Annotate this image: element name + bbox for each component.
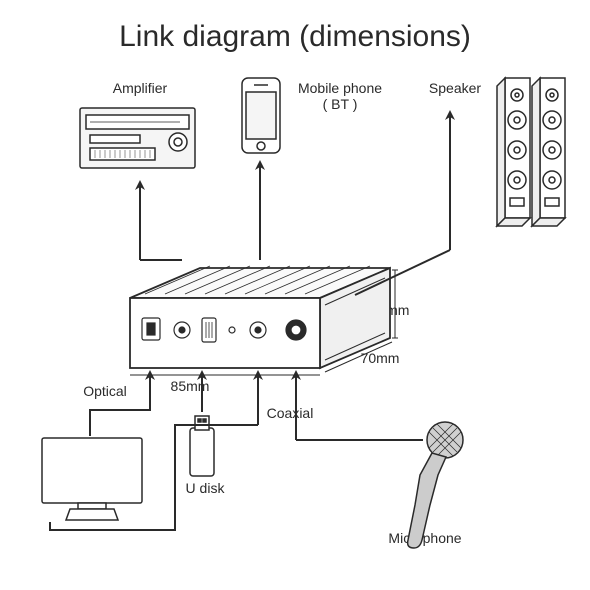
coaxial-label: Coaxial: [260, 405, 320, 421]
udisk-label: U disk: [175, 480, 235, 496]
amplifier-label: Amplifier: [100, 80, 180, 96]
usb-port-label: USB: [206, 345, 225, 355]
device-ports: [142, 318, 306, 342]
speakers-icon: [497, 78, 565, 226]
speaker-label: Speaker: [415, 80, 495, 96]
usb-drive-icon: [190, 416, 214, 476]
depth-label: 70mm: [350, 350, 410, 366]
power-port-label: Power: [174, 345, 200, 355]
phone-icon: [242, 78, 280, 153]
bt-label: ( BT ): [290, 96, 390, 112]
diagram-title: Link diagram (dimensions): [0, 20, 590, 54]
coaxial-port-label: Coaxial: [248, 345, 278, 355]
mic-port-label: MIC: [290, 345, 307, 355]
width-label: 85mm: [160, 378, 220, 394]
toslink-port-label: Toslink: [140, 345, 168, 355]
microphone-label: Microphone: [380, 530, 470, 546]
amplifier-icon: [80, 108, 195, 168]
tvbox-label: TV / Box: [60, 456, 130, 472]
tv-icon: [42, 438, 142, 520]
optical-label: Optical: [75, 383, 135, 399]
read-port-label: READ: [225, 345, 250, 355]
mobile-label: Mobile phone: [290, 80, 390, 96]
height-label: 28mm: [360, 302, 420, 318]
